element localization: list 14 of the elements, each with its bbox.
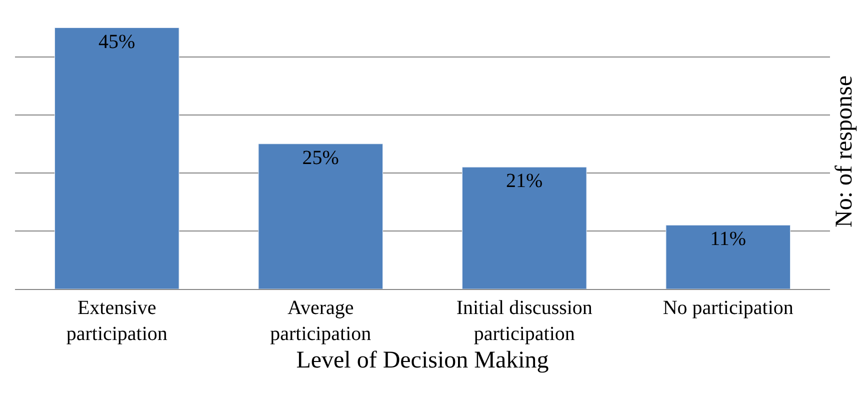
- bar: [666, 224, 791, 289]
- bar: [462, 166, 587, 289]
- x-tick-label: Initial discussion participation: [456, 297, 592, 345]
- data-label: 11%: [710, 228, 746, 250]
- x-axis-title: Level of Decision Making: [296, 347, 549, 374]
- data-label: 21%: [506, 170, 543, 192]
- x-tick-label: Average participation: [270, 297, 372, 345]
- y-axis-title: No: of response: [831, 76, 858, 228]
- bar: [54, 28, 180, 289]
- data-label: 25%: [302, 146, 339, 169]
- bar: [258, 144, 384, 289]
- x-tick-label: No participation: [662, 297, 794, 319]
- x-tick-label: Extensive participation: [66, 297, 168, 345]
- data-label: 45%: [98, 30, 136, 53]
